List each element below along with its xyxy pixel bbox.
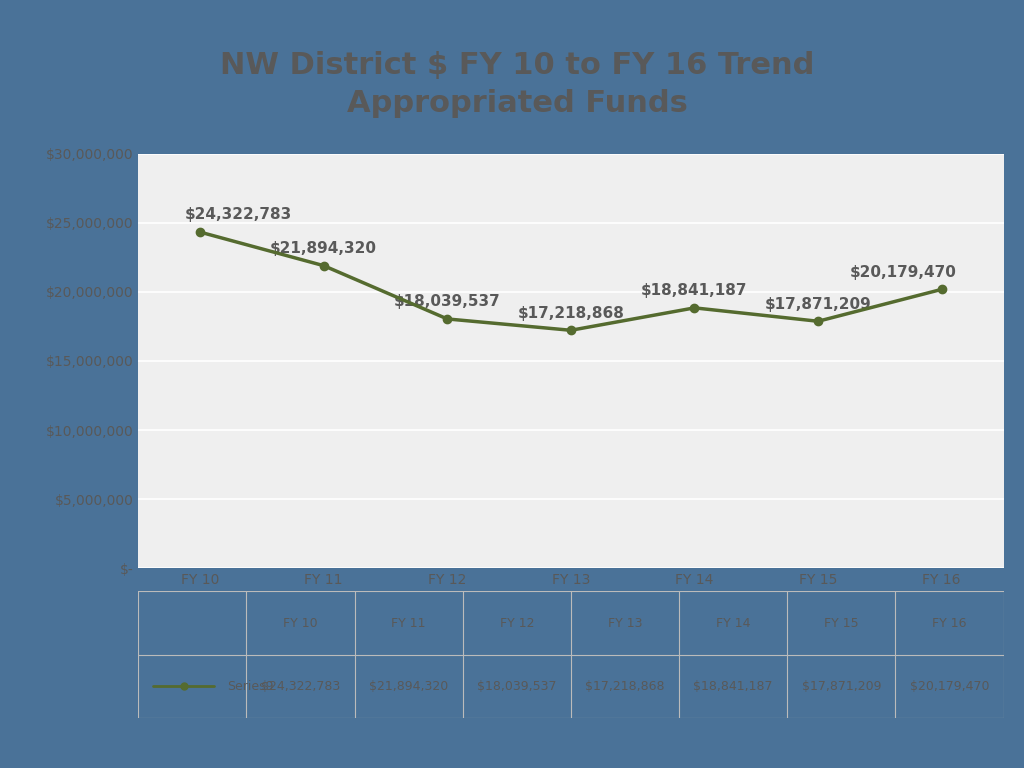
Text: $20,179,470: $20,179,470 (909, 680, 989, 693)
Text: FY 15: FY 15 (824, 617, 858, 630)
Text: $17,871,209: $17,871,209 (802, 680, 881, 693)
Text: NW District $ FY 10 to FY 16 Trend: NW District $ FY 10 to FY 16 Trend (220, 51, 814, 80)
Text: FY 12: FY 12 (500, 617, 535, 630)
Text: $21,894,320: $21,894,320 (270, 241, 377, 256)
Text: $24,322,783: $24,322,783 (185, 207, 293, 223)
Text: $18,039,537: $18,039,537 (477, 680, 557, 693)
Text: FY 10: FY 10 (284, 617, 317, 630)
Text: FY 11: FY 11 (391, 617, 426, 630)
Text: $17,218,868: $17,218,868 (517, 306, 625, 320)
Text: $24,322,783: $24,322,783 (261, 680, 340, 693)
Text: FY 14: FY 14 (716, 617, 751, 630)
Text: $20,179,470: $20,179,470 (850, 265, 956, 280)
Text: $17,871,209: $17,871,209 (765, 296, 871, 312)
Text: Series9: Series9 (227, 680, 273, 693)
Text: $18,841,187: $18,841,187 (641, 283, 748, 298)
Text: FY 13: FY 13 (607, 617, 642, 630)
Text: $17,218,868: $17,218,868 (585, 680, 665, 693)
Text: $21,894,320: $21,894,320 (369, 680, 449, 693)
Text: $18,841,187: $18,841,187 (693, 680, 773, 693)
Text: FY 16: FY 16 (932, 617, 967, 630)
Text: Appropriated Funds: Appropriated Funds (347, 89, 687, 118)
Text: $18,039,537: $18,039,537 (394, 294, 501, 310)
